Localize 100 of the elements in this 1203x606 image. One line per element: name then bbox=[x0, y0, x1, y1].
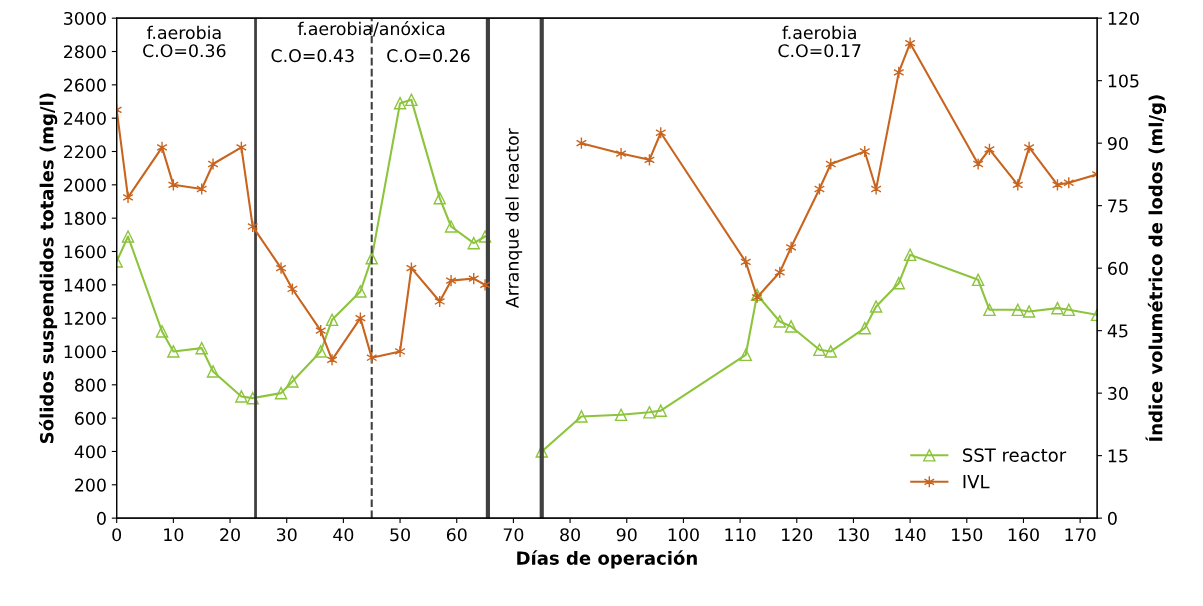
point bbox=[614, 408, 628, 422]
y-tick-label: 0 bbox=[97, 511, 106, 525]
y-tick-label: 1600 bbox=[64, 245, 106, 259]
y2-tick-label: 105 bbox=[1108, 74, 1139, 88]
point bbox=[433, 191, 446, 205]
point bbox=[1011, 303, 1025, 317]
point bbox=[654, 404, 668, 417]
point bbox=[785, 241, 797, 254]
point bbox=[393, 96, 407, 110]
y2-tick-label: 30 bbox=[1108, 386, 1128, 400]
point bbox=[121, 230, 135, 243]
point bbox=[1062, 303, 1076, 317]
point bbox=[1051, 301, 1064, 315]
point bbox=[444, 220, 458, 233]
x-tick-label: 160 bbox=[1008, 528, 1039, 542]
point bbox=[246, 391, 259, 405]
point bbox=[784, 320, 798, 333]
y-tick-label: 200 bbox=[75, 478, 106, 492]
point bbox=[858, 321, 872, 335]
point bbox=[739, 348, 753, 362]
point bbox=[824, 345, 838, 358]
point bbox=[195, 341, 208, 355]
point bbox=[275, 261, 287, 275]
x-tick-label: 90 bbox=[616, 528, 637, 542]
point bbox=[467, 236, 480, 250]
x-tick-label: 40 bbox=[333, 528, 354, 542]
point bbox=[365, 251, 378, 265]
x-tick-label: 60 bbox=[446, 528, 467, 542]
y2-tick-label: 45 bbox=[1107, 324, 1128, 338]
y-tick-label: 2400 bbox=[64, 111, 106, 126]
point bbox=[445, 274, 457, 287]
point bbox=[972, 157, 984, 171]
legend-label: SST reactor bbox=[963, 448, 1067, 462]
y2-tick-label: 60 bbox=[1108, 261, 1128, 275]
y2-tick-label: 120 bbox=[1108, 11, 1139, 26]
y-tick-label: 800 bbox=[75, 378, 106, 392]
x-tick-label: 20 bbox=[220, 528, 240, 542]
y-tick-label: 1800 bbox=[64, 211, 106, 225]
point bbox=[155, 325, 169, 338]
point bbox=[903, 248, 917, 262]
x-tick-label: 130 bbox=[838, 528, 869, 542]
x-tick-label: 110 bbox=[725, 528, 756, 542]
point bbox=[983, 303, 996, 317]
y-axis-title: Sólidos suspendidos totales (mg/l) bbox=[38, 93, 58, 444]
point bbox=[235, 390, 248, 403]
y-tick-label: 400 bbox=[74, 445, 106, 459]
x-tick-label: 80 bbox=[560, 528, 580, 542]
annotation: f.aerobia C.O=0.36 bbox=[143, 25, 226, 58]
x-tick-label: 70 bbox=[503, 528, 524, 542]
point bbox=[354, 285, 367, 298]
x-tick-label: 50 bbox=[390, 528, 410, 542]
point bbox=[971, 273, 985, 287]
annotation: C.O=0.26 bbox=[387, 49, 470, 63]
y-tick-label: 2800 bbox=[64, 45, 106, 59]
x-axis-title: Días de operación bbox=[517, 550, 697, 569]
y-tick-label: 600 bbox=[75, 411, 106, 425]
y-tick-label: 2000 bbox=[64, 178, 106, 192]
y2-tick-label: 0 bbox=[1108, 511, 1117, 525]
point bbox=[904, 36, 916, 50]
annotation: f.aerobia/anóxica bbox=[297, 21, 445, 37]
y-tick-label: 2600 bbox=[64, 78, 106, 92]
point bbox=[325, 313, 339, 327]
point bbox=[122, 191, 134, 204]
y2-axis-title: Índice volumétrico de lodos (ml/g) bbox=[1145, 95, 1167, 441]
point bbox=[813, 343, 826, 357]
point bbox=[869, 300, 883, 313]
point bbox=[1022, 305, 1036, 318]
point bbox=[892, 276, 906, 290]
y-tick-label: 1400 bbox=[64, 278, 106, 292]
point bbox=[167, 345, 180, 358]
point bbox=[405, 93, 418, 107]
point bbox=[643, 406, 656, 419]
y2-tick-label: 15 bbox=[1108, 449, 1128, 463]
point bbox=[206, 365, 220, 378]
point bbox=[314, 345, 327, 358]
point bbox=[773, 315, 787, 328]
point bbox=[479, 278, 491, 292]
x-tick-label: 30 bbox=[276, 528, 297, 542]
point bbox=[870, 182, 882, 196]
point bbox=[615, 147, 627, 160]
point bbox=[1023, 141, 1035, 154]
x-tick-label: 170 bbox=[1065, 528, 1096, 542]
point bbox=[326, 353, 338, 367]
annotation: C.O=0.43 bbox=[271, 49, 354, 63]
x-tick-label: 150 bbox=[952, 528, 983, 542]
point bbox=[274, 386, 288, 400]
point bbox=[478, 230, 492, 243]
x-tick-label: 120 bbox=[782, 528, 813, 542]
y-tick-label: 1000 bbox=[64, 345, 106, 359]
y-tick-label: 1200 bbox=[64, 311, 106, 325]
y-tick-label: 3000 bbox=[64, 11, 106, 26]
x-tick-label: 100 bbox=[668, 528, 699, 542]
legend-label: IVL bbox=[963, 474, 990, 489]
x-tick-label: 0 bbox=[112, 528, 122, 542]
point bbox=[207, 157, 219, 171]
annotation: Arranque del reactor bbox=[505, 128, 523, 308]
point bbox=[156, 141, 168, 154]
point bbox=[286, 375, 299, 388]
point bbox=[575, 410, 588, 423]
x-tick-label: 10 bbox=[164, 528, 184, 542]
